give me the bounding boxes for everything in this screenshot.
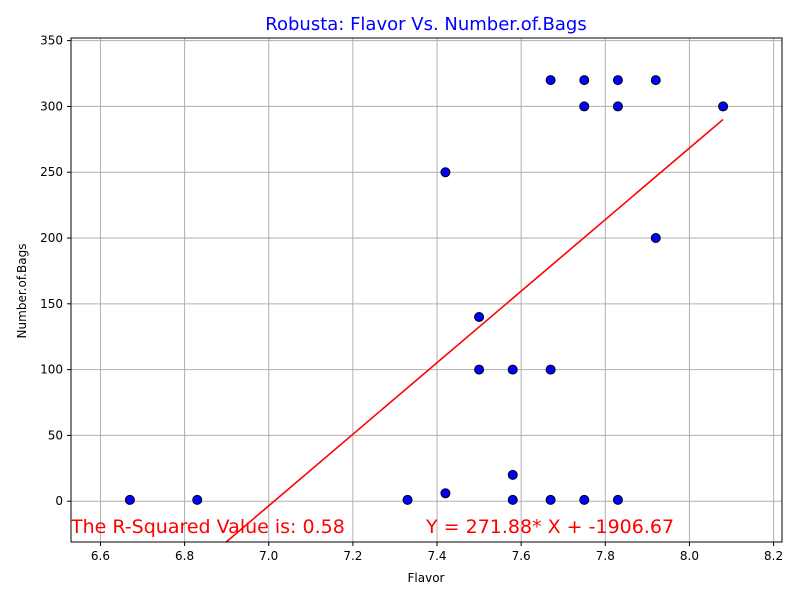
y-tick-label: 100 (40, 363, 63, 377)
scatter-point (507, 469, 518, 480)
x-tick-label: 6.8 (175, 549, 194, 563)
scatter-point (124, 494, 135, 505)
scatter-point (612, 75, 623, 86)
x-tick-label: 7.2 (343, 549, 362, 563)
y-tick-label: 200 (40, 231, 63, 245)
scatter-point (440, 488, 451, 499)
scatter-point (579, 494, 590, 505)
plot-frame (70, 37, 783, 543)
scatter-point (507, 494, 518, 505)
y-tick-label: 0 (55, 494, 63, 508)
y-tick-label: 300 (40, 99, 63, 113)
scatter-point (579, 101, 590, 112)
regression-line (225, 118, 724, 543)
x-axis-ticks: 6.6 6.8 7.0 7.2 7.4 7.6 7.8 8.0 8.2 (91, 542, 783, 563)
equation-annotation: Y = 271.88* X + -1906.67 (425, 516, 674, 538)
scatter-point (440, 167, 451, 178)
y-tick-label: 250 (40, 165, 63, 179)
scatter-point (474, 311, 485, 322)
data-points (124, 75, 729, 505)
scatter-point (579, 75, 590, 86)
y-axis-ticks: 0 50 100 150 200 250 300 350 (40, 34, 71, 508)
chart-title: Robusta: Flavor Vs. Number.of.Bags (265, 14, 586, 35)
x-tick-label: 7.6 (512, 549, 531, 563)
grid-lines (71, 38, 782, 542)
scatter-point (474, 364, 485, 375)
scatter-point (612, 494, 623, 505)
y-tick-label: 350 (40, 34, 63, 48)
scatter-point (192, 494, 203, 505)
scatter-point (402, 494, 413, 505)
scatter-point (650, 75, 661, 86)
x-tick-label: 7.0 (259, 549, 278, 563)
scatter-point (612, 101, 623, 112)
x-tick-label: 7.8 (596, 549, 615, 563)
x-tick-label: 7.4 (427, 549, 446, 563)
x-axis-label: Flavor (408, 571, 445, 585)
scatter-point (718, 101, 729, 112)
r-squared-annotation: The R-Squared Value is: 0.58 (70, 516, 345, 538)
scatter-point (545, 75, 556, 86)
regression-layer (225, 118, 724, 543)
scatter-point (507, 364, 518, 375)
x-tick-label: 8.2 (764, 549, 783, 563)
x-tick-label: 6.6 (91, 549, 110, 563)
y-tick-label: 150 (40, 297, 63, 311)
scatter-point (650, 233, 661, 244)
y-tick-label: 50 (48, 428, 63, 442)
scatter-point (545, 494, 556, 505)
scatter-point (545, 364, 556, 375)
x-tick-label: 8.0 (680, 549, 699, 563)
y-axis-label: Number.of.Bags (15, 244, 29, 339)
